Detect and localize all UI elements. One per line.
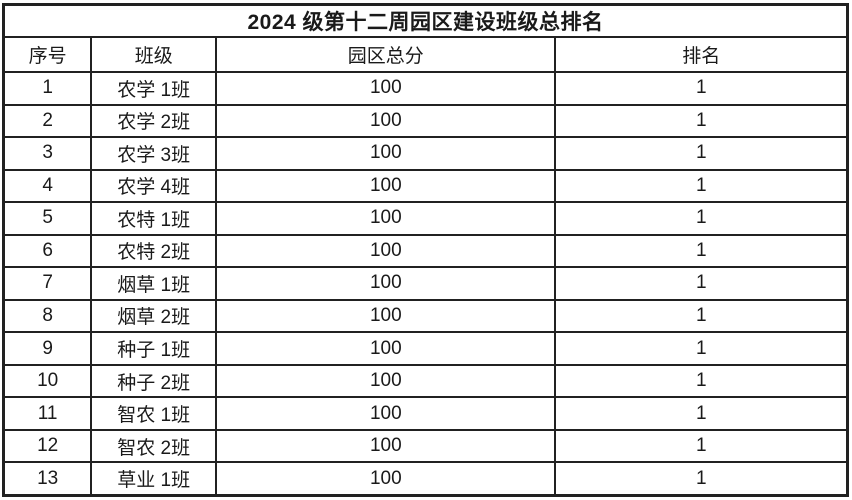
title-row: 2024 级第十二周园区建设班级总排名 <box>2 3 849 38</box>
cell-serial-number: 9 <box>2 331 93 366</box>
cell-rank: 1 <box>554 71 849 106</box>
cell-rank: 1 <box>554 233 849 269</box>
cell-total-score: 100 <box>215 331 557 366</box>
cell-serial-number: 10 <box>2 363 93 399</box>
cell-total-score: 100 <box>215 298 557 334</box>
cell-total-score: 100 <box>215 428 557 464</box>
table-title: 2024 级第十二周园区建设班级总排名 <box>2 3 849 38</box>
cell-serial-number: 13 <box>2 461 93 497</box>
cell-serial-number: 3 <box>2 136 93 171</box>
cell-rank: 1 <box>554 201 849 236</box>
table-row: 2 农学 2班 100 1 <box>2 103 849 139</box>
cell-class-name: 智农 1班 <box>90 396 218 431</box>
cell-total-score: 100 <box>215 71 557 106</box>
cell-total-score: 100 <box>215 266 557 301</box>
cell-rank: 1 <box>554 136 849 171</box>
cell-class-name: 农特 1班 <box>90 201 218 236</box>
cell-total-score: 100 <box>215 396 557 431</box>
cell-class-name: 农学 1班 <box>90 71 218 106</box>
cell-serial-number: 11 <box>2 396 93 431</box>
cell-class-name: 草业 1班 <box>90 461 218 497</box>
cell-serial-number: 2 <box>2 103 93 139</box>
cell-serial-number: 6 <box>2 233 93 269</box>
table-row: 8 烟草 2班 100 1 <box>2 298 849 334</box>
ranking-table: 2024 级第十二周园区建设班级总排名 序号 班级 园区总分 排名 1 农学 1班… <box>2 3 849 497</box>
table-row: 11 智农 1班 100 1 <box>2 396 849 431</box>
cell-class-name: 种子 1班 <box>90 331 218 366</box>
cell-class-name: 智农 2班 <box>90 428 218 464</box>
cell-class-name: 烟草 2班 <box>90 298 218 334</box>
cell-class-name: 烟草 1班 <box>90 266 218 301</box>
table-row: 10 种子 2班 100 1 <box>2 363 849 399</box>
cell-total-score: 100 <box>215 201 557 236</box>
cell-rank: 1 <box>554 266 849 301</box>
header-row: 序号 班级 园区总分 排名 <box>2 36 849 73</box>
header-serial-number: 序号 <box>2 36 93 73</box>
table-row: 7 烟草 1班 100 1 <box>2 266 849 301</box>
cell-total-score: 100 <box>215 363 557 399</box>
cell-total-score: 100 <box>215 233 557 269</box>
cell-total-score: 100 <box>215 136 557 171</box>
header-total-score: 园区总分 <box>215 36 557 73</box>
table-row: 13 草业 1班 100 1 <box>2 461 849 497</box>
cell-rank: 1 <box>554 103 849 139</box>
cell-total-score: 100 <box>215 168 557 204</box>
cell-serial-number: 7 <box>2 266 93 301</box>
ranking-sheet: 2024 级第十二周园区建设班级总排名 序号 班级 园区总分 排名 1 农学 1班… <box>2 3 849 497</box>
table-row: 5 农特 1班 100 1 <box>2 201 849 236</box>
cell-serial-number: 1 <box>2 71 93 106</box>
cell-class-name: 农学 3班 <box>90 136 218 171</box>
table-row: 9 种子 1班 100 1 <box>2 331 849 366</box>
table-row: 4 农学 4班 100 1 <box>2 168 849 204</box>
cell-class-name: 农特 2班 <box>90 233 218 269</box>
cell-serial-number: 5 <box>2 201 93 236</box>
cell-rank: 1 <box>554 168 849 204</box>
cell-rank: 1 <box>554 396 849 431</box>
cell-total-score: 100 <box>215 103 557 139</box>
table-row: 12 智农 2班 100 1 <box>2 428 849 464</box>
cell-serial-number: 8 <box>2 298 93 334</box>
cell-rank: 1 <box>554 363 849 399</box>
cell-rank: 1 <box>554 298 849 334</box>
table-row: 6 农特 2班 100 1 <box>2 233 849 269</box>
cell-class-name: 农学 2班 <box>90 103 218 139</box>
table-row: 1 农学 1班 100 1 <box>2 71 849 106</box>
cell-rank: 1 <box>554 428 849 464</box>
table-row: 3 农学 3班 100 1 <box>2 136 849 171</box>
header-class-name: 班级 <box>90 36 218 73</box>
cell-serial-number: 4 <box>2 168 93 204</box>
cell-class-name: 种子 2班 <box>90 363 218 399</box>
cell-rank: 1 <box>554 331 849 366</box>
header-rank: 排名 <box>554 36 849 73</box>
cell-serial-number: 12 <box>2 428 93 464</box>
cell-total-score: 100 <box>215 461 557 497</box>
cell-class-name: 农学 4班 <box>90 168 218 204</box>
cell-rank: 1 <box>554 461 849 497</box>
table-body: 1 农学 1班 100 1 2 农学 2班 100 1 3 农学 3班 100 1 4 农学 4班 100 1… <box>2 71 849 497</box>
